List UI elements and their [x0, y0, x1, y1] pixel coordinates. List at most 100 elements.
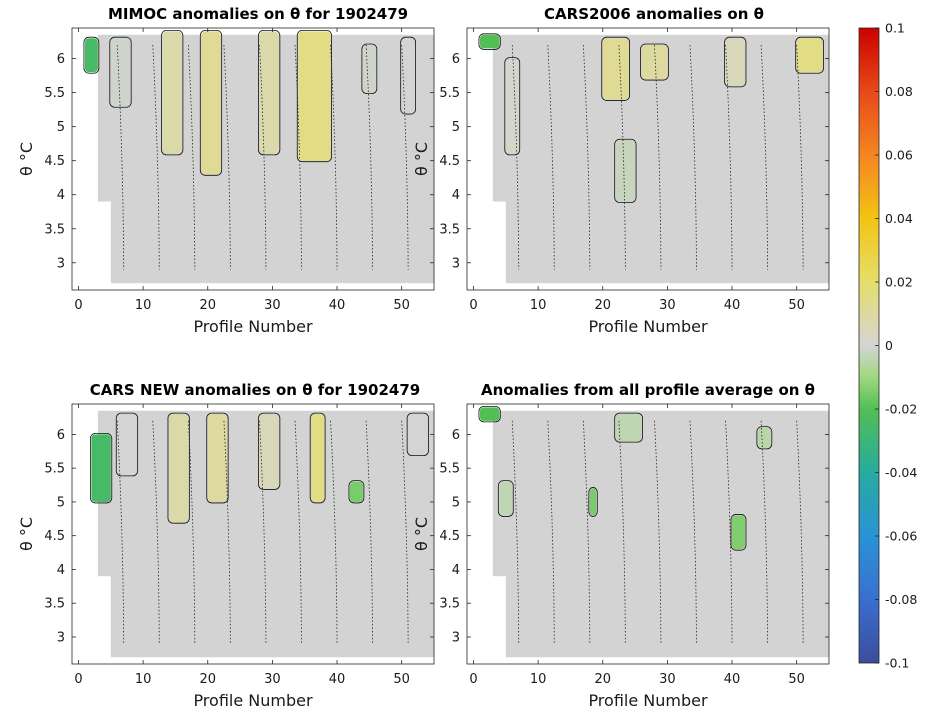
anomaly-band-5	[259, 414, 279, 489]
panel-4: 0 10 20 30 40 50 3 3.5 4 4.5 5 5.5 6 Anomalies from a…	[412, 381, 830, 710]
anomaly-band-4	[641, 45, 668, 80]
zero-contour	[511, 420, 520, 644]
zero-contour	[152, 420, 160, 644]
axes-frame	[71, 27, 435, 291]
colorbar-tick-label: -0.02	[885, 402, 917, 417]
y-tick-label: 4.5	[439, 529, 460, 544]
no-data-region	[72, 404, 85, 664]
x-axis-label: Profile Number	[588, 691, 708, 710]
anomaly-band-5	[259, 31, 279, 154]
colorbar: -0.1 -0.08 -0.06 -0.04 -0.02 0 0.02 0.04 0.06 0.0…	[858, 21, 917, 671]
colorbar-tick-label: -0.04	[885, 465, 917, 480]
no-data-region	[72, 28, 85, 290]
colorbar-tick-label: 0.1	[885, 21, 905, 36]
zero-contour	[689, 420, 697, 644]
contour-line	[601, 36, 631, 101]
y-tick-label: 3	[57, 630, 65, 645]
x-tick-label: 20	[594, 298, 611, 313]
contour-line	[206, 412, 229, 504]
zero-contour	[294, 420, 302, 644]
x-tick-label: 40	[329, 298, 346, 313]
zero-contour	[654, 420, 662, 644]
zero-contour	[618, 420, 626, 644]
zero-contour	[796, 420, 804, 644]
y-tick-label: 3	[57, 256, 65, 271]
anomaly-band-7	[408, 414, 428, 455]
y-axis-label: θ °C	[412, 517, 431, 551]
zero-contour	[330, 420, 338, 644]
x-tick-label: 40	[724, 298, 741, 313]
x-tick-label: 20	[199, 298, 216, 313]
anomaly-band-4	[207, 414, 228, 502]
x-tick-label: 30	[659, 672, 676, 687]
y-tick-label: 4.5	[44, 529, 65, 544]
anomaly-band-2	[117, 414, 137, 475]
panel-title: Anomalies from all profile average on θ	[481, 381, 815, 399]
x-tick-label: 40	[329, 672, 346, 687]
contour-line	[504, 57, 521, 156]
anomaly-band-7	[615, 140, 636, 202]
panel-2: 0 10 20 30 40 50 3 3.5 4 4.5 5 5.5 6 CARS2006 anomali…	[412, 5, 830, 336]
anomaly-band-3	[602, 38, 629, 100]
axes-frame	[71, 403, 435, 665]
colorbar-tick-label: -0.08	[885, 592, 917, 607]
panel-title: MIMOC anomalies on θ for 1902479	[108, 5, 408, 23]
x-axis-label: Profile Number	[193, 691, 313, 710]
contour-line	[258, 412, 281, 490]
anomaly-band-3	[499, 481, 513, 516]
zero-contour	[116, 420, 125, 644]
x-tick-label: 40	[724, 672, 741, 687]
contour-line	[199, 30, 223, 176]
contour-line	[83, 36, 100, 74]
panel-title: CARS NEW anomalies on θ for 1902479	[90, 381, 420, 399]
y-tick-label: 3.5	[44, 222, 65, 237]
y-tick-label: 3	[452, 630, 460, 645]
no-data-region	[467, 28, 480, 290]
panel-3: 0 10 20 30 40 50 3 3.5 4 4.5 5 5.5 6 CARS NEW anomali…	[17, 381, 435, 710]
x-tick-label: 50	[788, 672, 805, 687]
y-tick-label: 5.5	[439, 86, 460, 101]
panel-title: CARS2006 anomalies on θ	[544, 5, 764, 23]
y-axis-label: θ °C	[17, 142, 36, 176]
x-tick-label: 0	[469, 298, 477, 313]
colorbar-tick-label: 0.02	[885, 275, 913, 290]
contour-line	[795, 36, 824, 74]
x-axis-label: Profile Number	[193, 317, 313, 336]
contour-line	[406, 412, 429, 457]
contour-line	[348, 480, 365, 504]
y-tick-label: 4.5	[44, 154, 65, 169]
zero-contour	[259, 420, 267, 644]
zero-contour	[401, 420, 409, 644]
y-tick-label: 6	[452, 52, 460, 67]
contour-line	[730, 514, 747, 551]
y-tick-label: 4	[57, 563, 65, 578]
anomaly-band-2	[110, 38, 131, 107]
anomaly-band-1	[84, 38, 98, 73]
contour-line	[756, 426, 773, 450]
contour-line	[161, 30, 184, 156]
y-tick-label: 5	[452, 120, 460, 135]
y-tick-label: 5.5	[44, 462, 65, 477]
colorbar-tick-label: -0.1	[885, 656, 909, 671]
anomaly-band-1	[479, 34, 500, 49]
anomaly-band-2	[505, 58, 519, 154]
contour-line	[640, 43, 669, 81]
colorbar-tick-label: -0.06	[885, 529, 917, 544]
y-axis-label: θ °C	[412, 142, 431, 176]
y-tick-label: 5	[57, 120, 65, 135]
anomaly-band-5	[732, 515, 745, 550]
zero-contour	[582, 420, 591, 644]
contour-line	[258, 30, 281, 156]
anomaly-band-5	[725, 38, 745, 86]
anomaly-band-1	[479, 407, 500, 421]
y-tick-label: 3.5	[44, 597, 65, 612]
x-tick-label: 0	[74, 298, 82, 313]
zero-contour	[187, 420, 196, 644]
contour-line	[309, 412, 326, 504]
zero-contour	[223, 420, 231, 644]
y-tick-label: 5.5	[439, 462, 460, 477]
x-tick-label: 50	[393, 672, 410, 687]
anomaly-band-6	[757, 427, 771, 448]
colorbar-tick-label: 0.04	[885, 211, 913, 226]
